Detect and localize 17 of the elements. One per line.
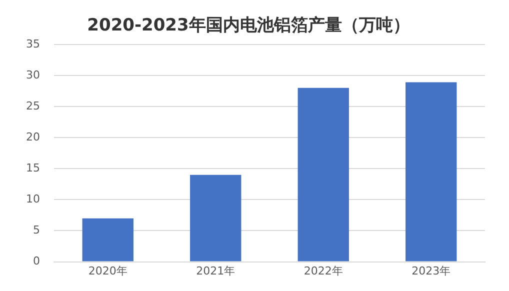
bar	[190, 174, 242, 262]
y-tick-label: 35	[26, 37, 40, 50]
y-tick-label: 15	[26, 161, 40, 174]
y-tick-label: 20	[26, 130, 40, 144]
y-tick-label: 25	[26, 99, 40, 112]
bar	[298, 88, 349, 262]
y-tick-label: 0	[32, 254, 40, 268]
x-tick-label: 2022年	[304, 264, 343, 278]
x-tick-label: 2020年	[88, 264, 128, 278]
bar	[406, 82, 457, 262]
y-tick-label: 5	[32, 224, 40, 237]
x-tick-label: 2021年	[196, 264, 236, 278]
y-tick-label: 30	[26, 68, 40, 82]
y-tick-label: 10	[26, 192, 40, 206]
x-tick-label: 2023年	[412, 264, 451, 278]
chart-title: 2020-2023年国内电池铝箔产量（万吨）	[87, 16, 410, 36]
bar	[82, 218, 134, 262]
